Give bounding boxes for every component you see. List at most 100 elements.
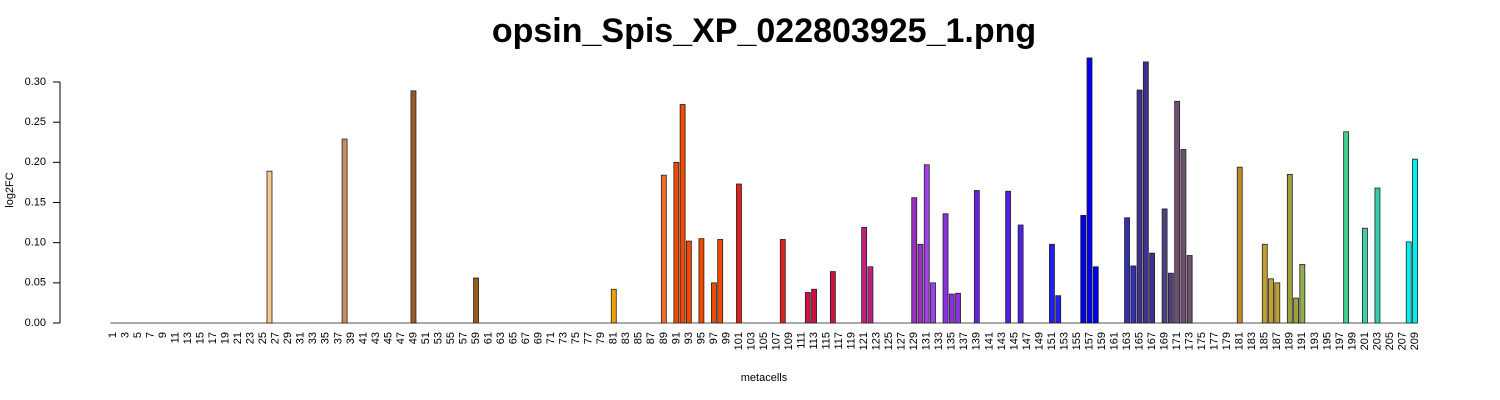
x-tick-label: 45 <box>382 332 394 344</box>
x-tick-label: 55 <box>445 332 457 344</box>
bar <box>955 292 961 324</box>
x-tick-label: 121 <box>858 332 870 350</box>
x-tick-label: 7 <box>144 332 156 338</box>
y-tick-label: 0.15 <box>25 196 46 208</box>
bar <box>1412 158 1418 324</box>
x-tick-label: 63 <box>495 332 507 344</box>
x-tick-label: 203 <box>1371 332 1383 350</box>
x-tick-label: 201 <box>1359 332 1371 350</box>
x-tick-label: 69 <box>533 332 545 344</box>
bar <box>1055 295 1062 324</box>
bar <box>1005 190 1012 324</box>
bar <box>698 238 705 324</box>
bar <box>1274 282 1281 324</box>
x-tick-label: 115 <box>821 332 833 350</box>
x-tick-label: 97 <box>708 332 720 344</box>
bar <box>1180 149 1187 324</box>
x-tick-label: 49 <box>407 332 419 344</box>
bar <box>923 164 930 324</box>
x-tick-label: 165 <box>1133 332 1145 350</box>
x-tick-label: 145 <box>1008 332 1020 350</box>
x-tick-label: 167 <box>1146 332 1158 350</box>
x-tick-label: 15 <box>195 332 207 344</box>
x-tick-label: 157 <box>1083 332 1095 350</box>
bar <box>1080 214 1087 324</box>
y-tick-label: 0.20 <box>25 156 46 168</box>
x-tick-label: 57 <box>457 332 469 344</box>
bar <box>685 240 692 324</box>
x-tick-label: 143 <box>996 332 1008 350</box>
x-tick-label: 89 <box>658 332 670 344</box>
x-tick-label: 61 <box>482 332 494 344</box>
x-tick-label: 109 <box>783 332 795 350</box>
bar <box>829 271 836 324</box>
bar <box>660 174 667 324</box>
x-tick-label: 175 <box>1196 332 1208 350</box>
y-tick-label: 0.10 <box>25 237 46 249</box>
bar <box>1124 217 1130 324</box>
x-tick-label: 113 <box>808 332 820 350</box>
y-tick-label: 0.30 <box>25 76 46 88</box>
bar <box>973 190 980 324</box>
bar <box>1092 266 1099 324</box>
x-tick-label: 105 <box>758 332 770 350</box>
bar <box>948 293 955 324</box>
x-tick-label: 95 <box>695 332 707 344</box>
bar <box>717 239 724 324</box>
bar <box>1261 243 1268 324</box>
x-tick-label: 137 <box>958 332 970 350</box>
bar <box>911 197 918 324</box>
x-tick-label: 163 <box>1121 332 1133 350</box>
x-tick-label: 5 <box>132 332 144 338</box>
x-tick-label: 151 <box>1046 332 1058 350</box>
x-tick-label: 131 <box>921 332 933 350</box>
bar <box>1136 89 1143 324</box>
x-tick-label: 39 <box>345 332 357 344</box>
x-tick-label: 31 <box>295 332 307 344</box>
x-tick-label: 191 <box>1296 332 1308 350</box>
y-tick-label: 0.00 <box>25 317 46 329</box>
bar <box>1149 252 1155 324</box>
x-tick-label: 177 <box>1209 332 1221 350</box>
x-tick-label: 193 <box>1309 332 1321 350</box>
bar <box>610 288 617 324</box>
x-tick-label: 127 <box>896 332 908 350</box>
x-tick-label: 207 <box>1396 332 1408 350</box>
x-tick-label: 9 <box>157 332 169 338</box>
x-tick-label: 11 <box>170 332 182 343</box>
y-tick-label: 0.25 <box>25 116 46 128</box>
x-tick-label: 1 <box>107 332 119 338</box>
x-tick-label: 19 <box>220 332 232 344</box>
bar <box>1167 272 1174 324</box>
x-tick-label: 173 <box>1184 332 1196 350</box>
bar <box>1017 224 1024 324</box>
x-tick-label: 21 <box>232 332 244 344</box>
bar <box>917 243 924 324</box>
x-tick-label: 27 <box>270 332 282 344</box>
x-tick-label: 53 <box>432 332 444 344</box>
x-tick-label: 17 <box>207 332 219 344</box>
bar <box>1130 265 1137 324</box>
x-tick-label: 67 <box>520 332 532 344</box>
x-tick-label: 33 <box>307 332 319 344</box>
x-axis-label: metacells <box>741 372 788 384</box>
x-tick-label: 139 <box>971 332 983 350</box>
x-tick-label: 179 <box>1221 332 1233 350</box>
x-tick-label: 35 <box>320 332 332 344</box>
bar <box>266 170 273 324</box>
x-tick-label: 195 <box>1321 332 1333 350</box>
bar <box>1049 243 1055 324</box>
x-tick-label: 181 <box>1234 332 1246 350</box>
x-tick-label: 3 <box>119 332 131 338</box>
x-tick-label: 123 <box>871 332 883 350</box>
x-tick-label: 147 <box>1021 332 1033 350</box>
x-tick-label: 111 <box>795 332 807 349</box>
bar <box>1299 263 1306 324</box>
x-tick-label: 51 <box>420 332 432 344</box>
x-tick-label: 117 <box>833 332 845 350</box>
x-tick-label: 129 <box>908 332 920 350</box>
x-tick-label: 65 <box>508 332 520 344</box>
bar <box>673 161 680 324</box>
x-tick-label: 91 <box>670 332 682 344</box>
x-tick-label: 41 <box>357 332 369 344</box>
